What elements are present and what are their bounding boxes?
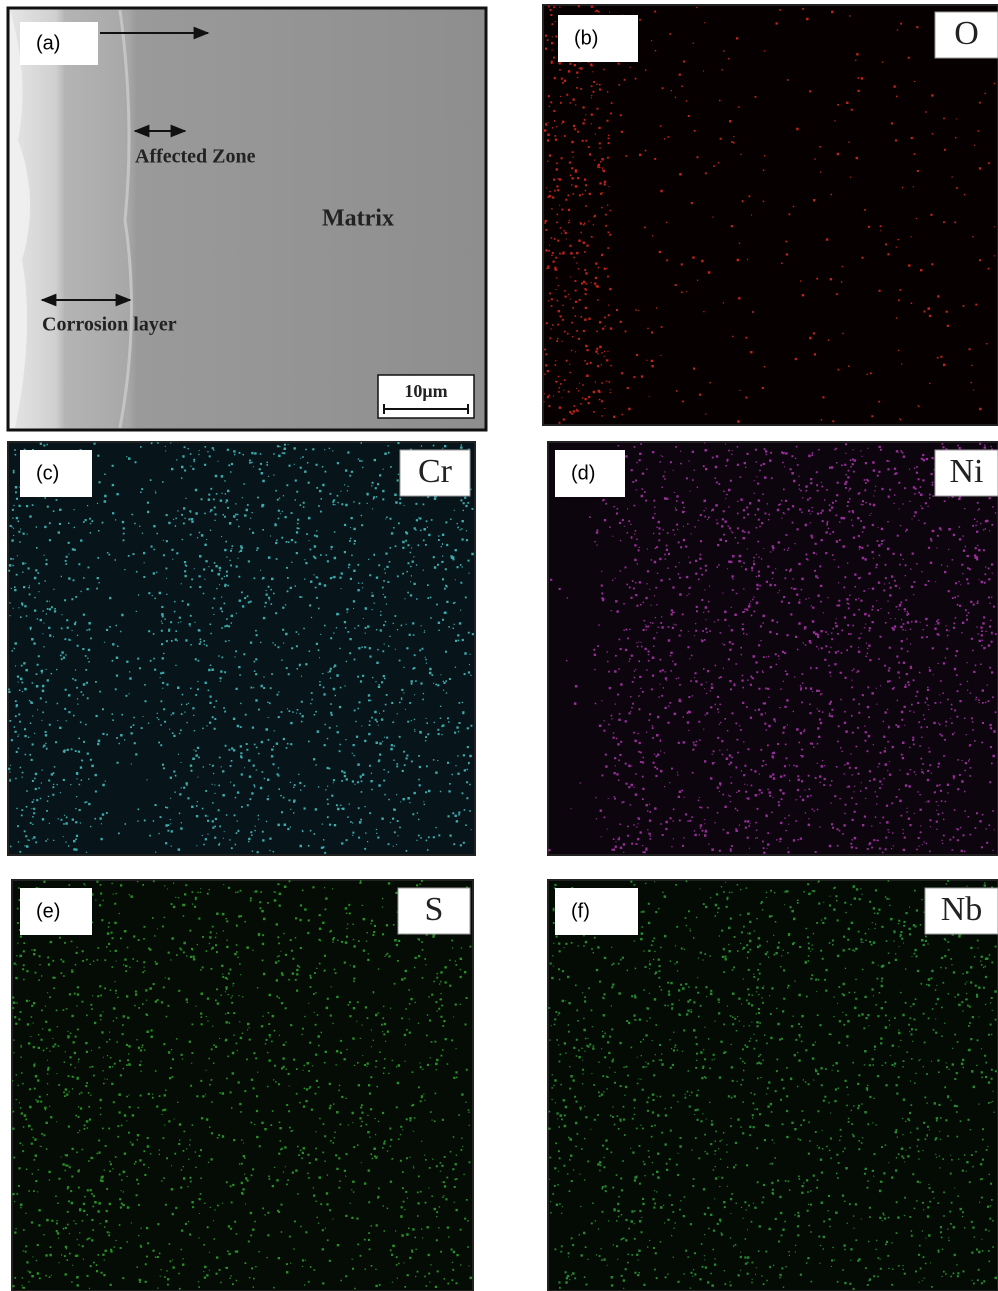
sem-image [8,8,486,430]
scale-bar-label: 10μm [404,381,447,401]
panel-label: (d) [571,462,595,484]
annotation: Affected Zone [135,146,256,168]
panel: (e) S [12,880,473,1291]
map-image [548,880,998,1291]
label-box [555,888,638,935]
element-label: O [954,15,979,52]
map-image [8,442,475,855]
element-label: Nb [941,891,983,928]
element-label: Cr [418,453,453,490]
panel: (b) O [543,5,998,425]
panel-label: (c) [36,462,59,484]
panel-label: (e) [36,900,60,922]
map-image [543,5,998,425]
map-image [12,880,473,1291]
annotation: Matrix [322,206,394,232]
map-image [548,442,998,855]
panel-label: (b) [574,27,598,49]
panel: (c) Cr [8,442,475,855]
panel-a: (a) Affected Zone Matrix Corrosion layer… [8,8,486,430]
figure: (a) Affected Zone Matrix Corrosion layer… [0,0,998,1291]
panel: (f) Nb [548,880,998,1291]
element-label: S [425,891,444,928]
panel-label: (f) [571,900,590,922]
annotation: Corrosion layer [42,314,177,336]
panel-label: (a) [36,32,60,54]
element-label: Ni [950,453,984,490]
panel: (d) Ni [548,442,998,855]
